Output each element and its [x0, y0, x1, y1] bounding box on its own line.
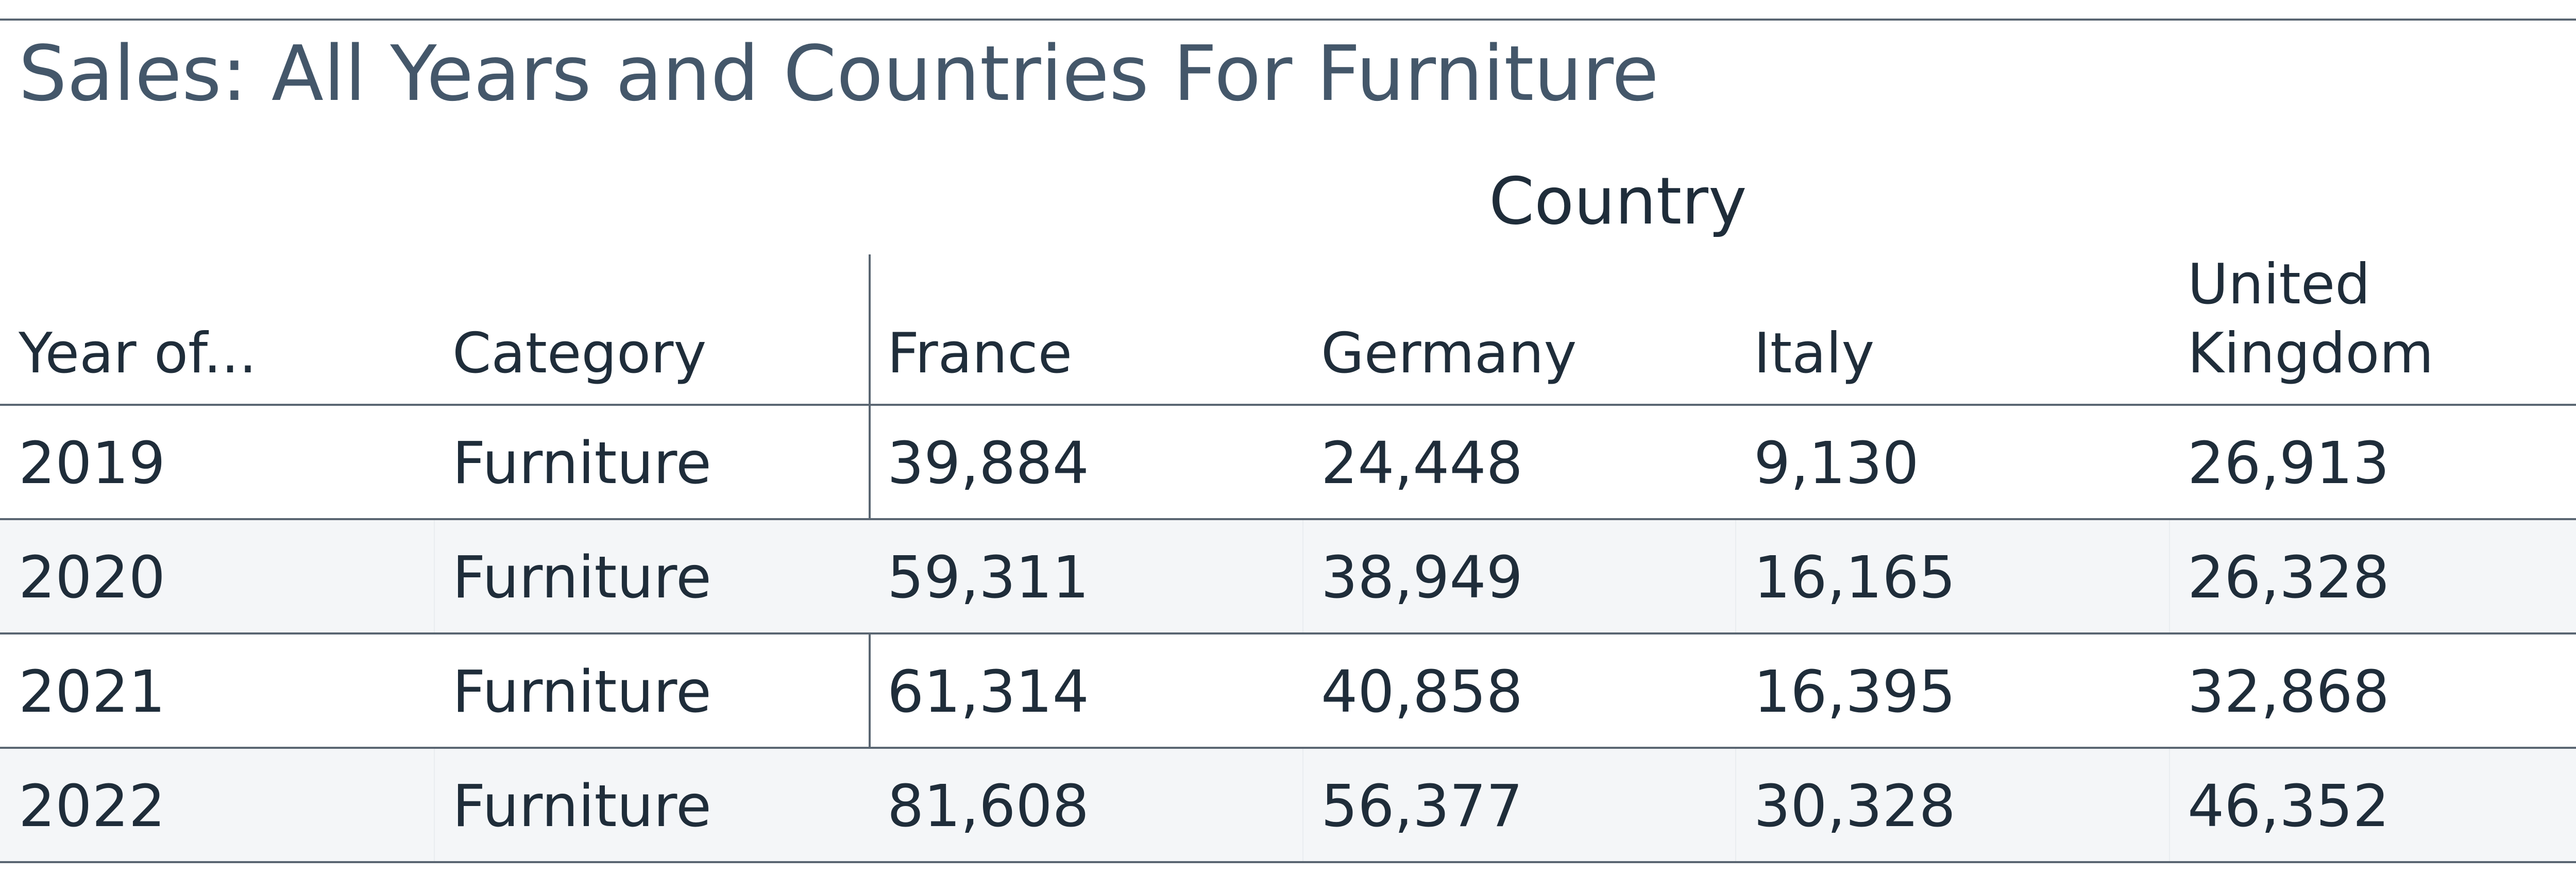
- cell-united-kingdom: 32,868: [2188, 659, 2389, 726]
- cell-year: 2019: [19, 430, 166, 497]
- cell-italy: 16,395: [1754, 659, 1956, 726]
- cell-france: 39,884: [887, 430, 1089, 497]
- cell-france: 61,314: [887, 659, 1089, 726]
- header-france: France: [887, 321, 1073, 386]
- header-italy: Italy: [1754, 321, 1875, 386]
- column-separator: [1302, 520, 1303, 632]
- table-row: 2022 Furniture 81,608 56,377 30,328 46,352: [0, 749, 2576, 863]
- cell-united-kingdom: 26,913: [2188, 430, 2389, 497]
- header-germany: Germany: [1321, 321, 1577, 386]
- header-bottom-rule: [0, 404, 2576, 406]
- column-separator: [2169, 520, 2170, 632]
- column-group-header: Country: [1489, 163, 1747, 239]
- cell-united-kingdom: 46,352: [2188, 773, 2389, 840]
- column-separator: [434, 749, 435, 861]
- table-row: 2020 Furniture 59,311 38,949 16,165 26,328: [0, 520, 2576, 634]
- cell-germany: 38,949: [1321, 544, 1523, 611]
- table-row: 2021 Furniture 61,314 40,858 16,395 32,868: [0, 634, 2576, 749]
- table-row: 2019 Furniture 39,884 24,448 9,130 26,913: [0, 406, 2576, 520]
- column-separator: [434, 520, 435, 632]
- column-separator: [1735, 520, 1736, 632]
- column-separator: [1302, 749, 1303, 861]
- header-category: Category: [452, 321, 707, 386]
- cell-year: 2020: [19, 544, 166, 611]
- cell-united-kingdom: 26,328: [2188, 544, 2389, 611]
- cell-germany: 56,377: [1321, 773, 1523, 840]
- cell-year: 2022: [19, 773, 166, 840]
- cell-france: 81,608: [887, 773, 1089, 840]
- column-separator: [2169, 749, 2170, 861]
- cell-category: Furniture: [452, 773, 711, 840]
- cell-category: Furniture: [452, 659, 711, 726]
- column-separator: [1735, 749, 1736, 861]
- cell-category: Furniture: [452, 430, 711, 497]
- cell-italy: 16,165: [1754, 544, 1956, 611]
- cell-france: 59,311: [887, 544, 1089, 611]
- cell-italy: 9,130: [1754, 430, 1919, 497]
- header-year: Year of...: [19, 321, 257, 386]
- cell-germany: 40,858: [1321, 659, 1523, 726]
- cell-year: 2021: [19, 659, 166, 726]
- cell-italy: 30,328: [1754, 773, 1956, 840]
- header-united-kingdom-line-1: United: [2188, 252, 2370, 317]
- cell-germany: 24,448: [1321, 430, 1523, 497]
- header-united-kingdom-line-2: Kingdom: [2188, 321, 2434, 386]
- chart-title: Sales: All Years and Countries For Furni…: [19, 29, 1659, 118]
- cell-category: Furniture: [452, 544, 711, 611]
